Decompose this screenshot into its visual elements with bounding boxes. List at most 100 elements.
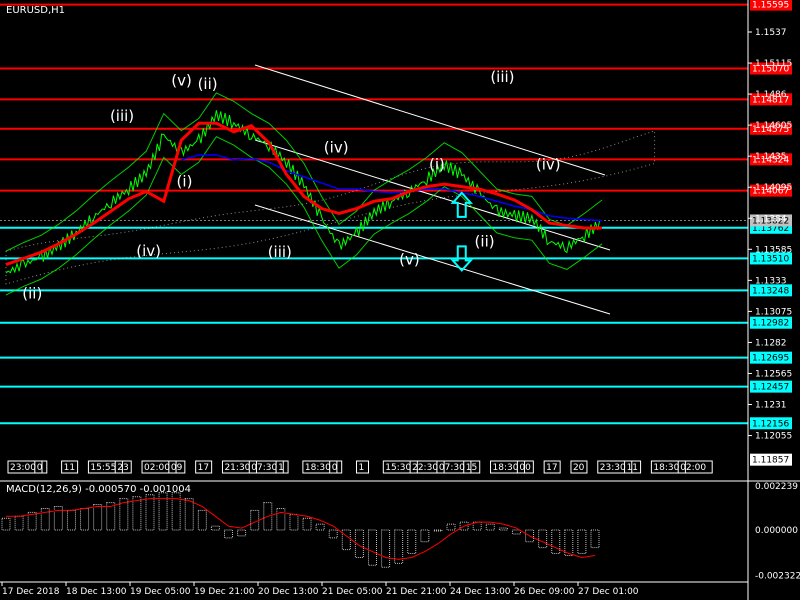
time-label-box [650,460,686,474]
time-label: 23:30 [600,463,626,473]
time-label-box [463,460,481,474]
time-label: 23 [117,463,128,473]
time-label-box [114,460,132,474]
time-label: 15 [466,463,477,473]
channel-line [254,139,611,251]
time-label-box [34,460,48,474]
cyan-level-tag-text: 1.13510 [752,254,789,264]
wave-label: (i) [429,156,445,174]
time-label-box [195,460,213,474]
macd-bar [276,507,286,531]
x-tick-label: 19 Dec 21:00 [194,587,255,597]
channel-line [254,64,606,176]
macd-bar [106,502,116,531]
macd-bar [224,529,234,539]
wave-label: (ii) [22,285,42,303]
time-label-box [677,460,713,474]
macd-bar [145,494,155,531]
cyan-level-tag-text: 1.13762 [752,224,789,234]
red-level-tag [750,153,792,166]
time-label: 17 [198,463,209,473]
red-level-tag [750,122,792,135]
time-label: 11 [64,463,75,473]
y-tick-label: 1.1537 [755,28,787,38]
macd-bar [538,529,548,549]
y-tick-label: 1.1231 [755,401,787,411]
macd-bar [420,529,430,543]
time-label: 18:30 [493,463,519,473]
macd-bar [394,529,404,564]
wave-label: (iv) [536,156,561,174]
wave-label: (iii) [110,107,134,125]
time-label: 21:30 [224,463,250,473]
macd-bar [485,523,495,531]
price-line [5,110,601,274]
macd-bar [27,511,37,531]
y-tick-label: 1.1435 [755,152,787,162]
macd-bar [381,529,391,568]
y-tick-label: 1.13585 [755,245,792,255]
red-level-tag-text: 1.15595 [752,1,789,11]
envelope-lower [5,136,603,296]
wave-label: (ii) [198,75,218,93]
y-tick-label: 1.14095 [755,183,792,193]
cyan-level-tag [750,351,792,364]
macd-bar [250,509,260,531]
time-label: 18:30 [305,463,331,473]
time-label: 09 [171,463,183,473]
time-label: 1 [278,463,284,473]
envelope-upper [5,92,603,252]
macd-bar [158,492,168,531]
macd-label: MACD(12,26,9) -0.000570 -0.001004 [6,484,191,495]
macd-y-tick-label: -0.002322 [755,572,800,582]
y-tick-label: 1.1384 [755,214,787,224]
macd-bar [551,529,561,555]
cyan-level-tag-text: 1.13248 [752,286,789,296]
cyan-level-tag-text: 1.12156 [752,419,789,429]
arrow-up-icon [450,191,474,218]
macd-bar [302,517,312,531]
macd-bar [590,529,600,549]
macd-bar [564,529,574,557]
y-tick-label: 1.1333 [755,276,787,286]
wave-label: (v) [399,251,420,269]
time-label-box [61,460,79,474]
macd-panel[interactable] [1,492,600,568]
time-label: 07:30 [251,463,277,473]
time-label-box [356,460,369,474]
x-tick-label: 17 Dec 2018 [2,587,60,597]
time-label: 1 [359,463,365,473]
wave-label: (iii) [268,243,292,261]
macd-bar [132,496,142,531]
x-tick-label: 26 Dec 09:00 [514,587,575,597]
cyan-level-tag-text: 1.12982 [752,319,789,329]
main-price-panel[interactable]: (v) (ii) (iii) (i) (iv) (ii) (iii) (iv) (v) (i) (i… [0,3,748,474]
red-level-tag-text: 1.15070 [752,65,789,75]
macd-bar [498,527,508,531]
macd-bar [328,529,338,539]
arrow-down-icon [450,245,474,272]
y-tick-label: 1.15115 [755,59,792,69]
time-label-box [597,460,633,474]
time-label-box [382,460,418,474]
time-label: 0 [332,463,338,473]
x-tick-label: 19 Dec 05:00 [130,587,191,597]
red-level-tag-text: 1.14575 [752,125,789,135]
time-label: 22:30 [412,463,438,473]
macd-bar [237,529,247,537]
time-label: 11 [627,463,638,473]
x-tick-label: 20 Dec 13:00 [258,587,319,597]
wave-label: (iii) [490,68,514,86]
cyan-level-tag [750,284,792,297]
y-tick-label: 1.14605 [755,121,792,131]
cyan-level-tag [750,252,792,265]
cloud-band [5,130,656,285]
time-label: 02:00 [680,463,706,473]
macd-y-tick-label: 0.000000 [755,526,798,536]
macd-y-tick-label: 0.002239 [755,482,798,492]
current-price-tag-text: 1.13822 [752,216,789,226]
time-label: 17 [546,463,557,473]
channel-line [254,204,611,315]
